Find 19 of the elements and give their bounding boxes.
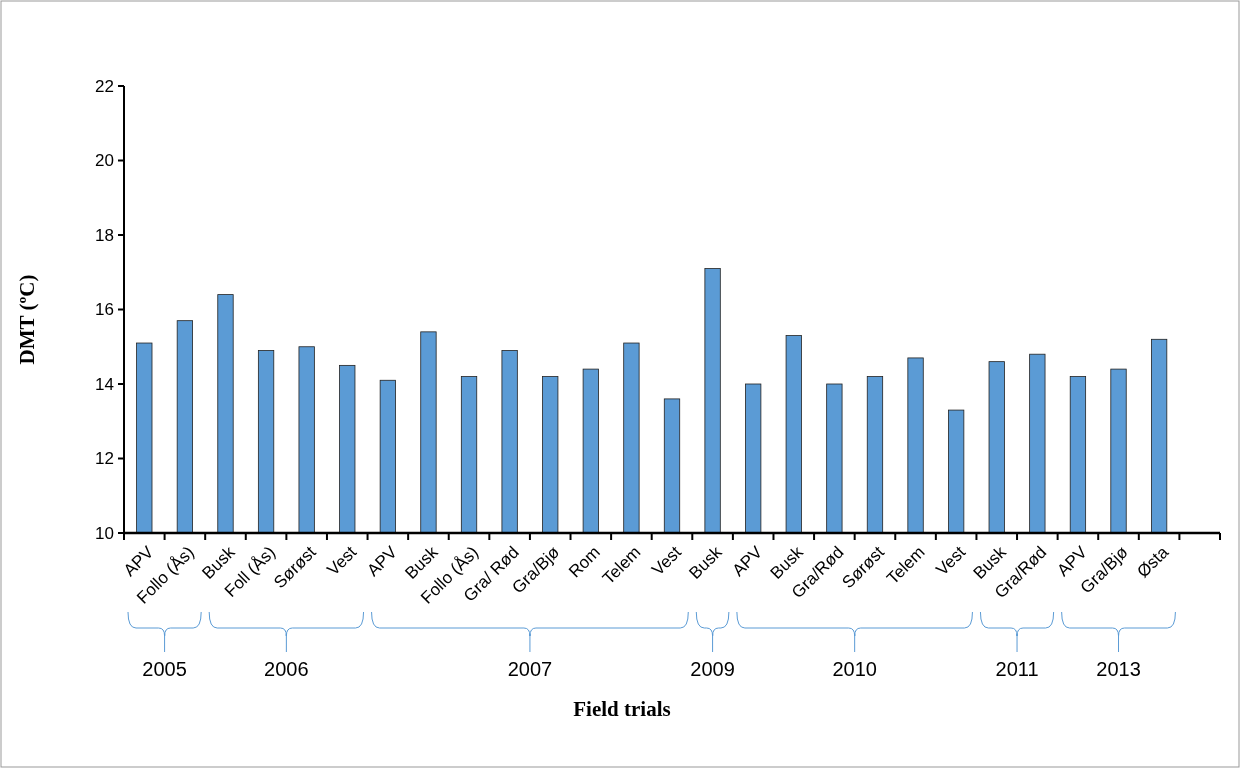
y-tick-label: 18 [95, 225, 114, 245]
x-axis-title: Field trials [573, 697, 671, 721]
y-tick-label: 12 [95, 449, 114, 469]
y-tick-label: 20 [95, 151, 114, 171]
x-tick-label: Vest [323, 542, 361, 580]
y-axis-title: DMT (ºC) [15, 274, 39, 365]
text: 2006 [264, 658, 309, 680]
y-tick-label: 10 [95, 523, 114, 543]
text: 2005 [142, 658, 187, 680]
text: 2010 [832, 658, 877, 680]
text: 2011 [995, 658, 1039, 680]
x-tick-label: Vest [932, 542, 970, 580]
y-tick-label: 14 [95, 374, 114, 394]
text: 2009 [690, 658, 735, 680]
y-tick-label: 22 [95, 76, 114, 96]
text: 2007 [507, 658, 553, 680]
y-tick-label: 16 [95, 300, 114, 320]
x-tick-label: Vest [648, 542, 686, 580]
text: 2013 [1096, 658, 1141, 680]
